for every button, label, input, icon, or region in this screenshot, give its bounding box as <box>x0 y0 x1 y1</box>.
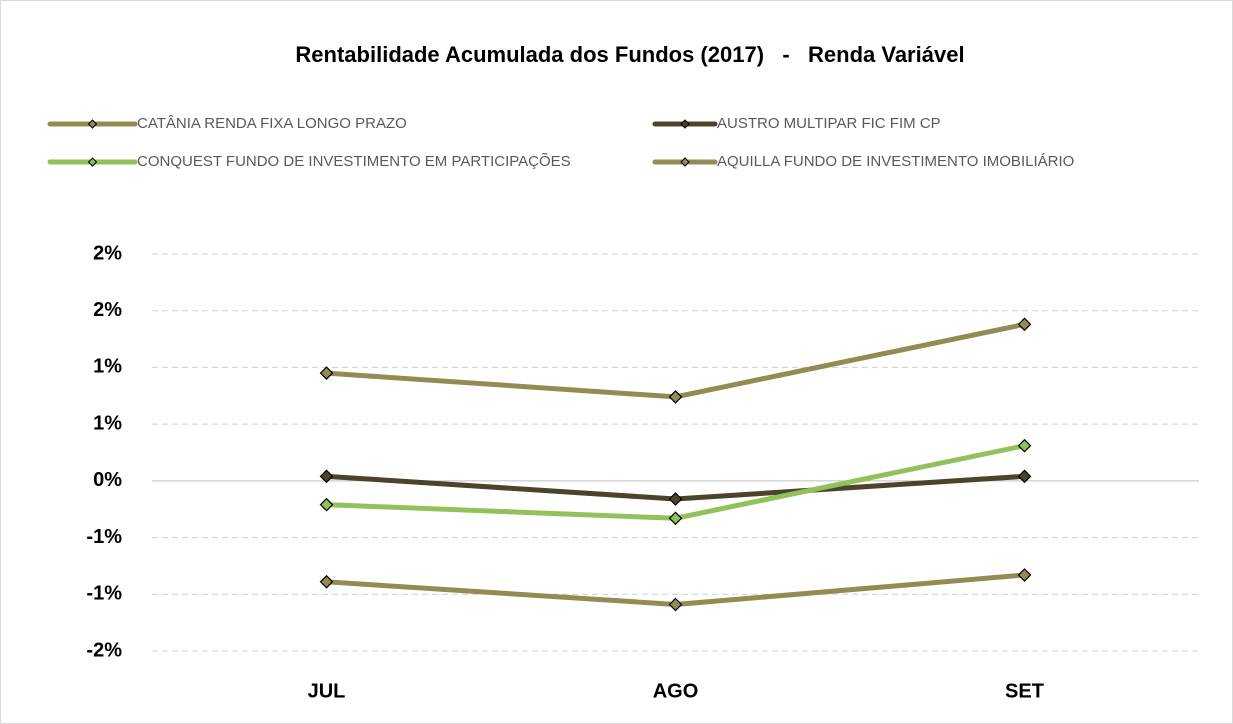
data-point <box>668 390 683 404</box>
y-tick-label: -2% <box>86 639 122 661</box>
data-point <box>1017 317 1032 332</box>
data-point <box>319 497 334 512</box>
y-tick-label: 0% <box>93 469 122 491</box>
data-point <box>319 469 334 484</box>
data-point <box>1017 469 1032 484</box>
legend-label: AQUILLA FUNDO DE INVESTIMENTO IMOBILIÁRI… <box>717 153 1074 170</box>
data-point <box>1017 438 1032 453</box>
data-point <box>319 574 334 589</box>
legend-label: CONQUEST FUNDO DE INVESTIMENTO EM PARTIC… <box>137 153 571 170</box>
data-point <box>668 492 683 506</box>
data-point <box>668 597 683 612</box>
legend-marker <box>680 157 690 167</box>
legend-label: CATÂNIA RENDA FIXA LONGO PRAZO <box>137 115 407 132</box>
chart-title: Rentabilidade Acumulada dos Fundos (2017… <box>295 42 964 67</box>
y-tick-label: -1% <box>86 583 122 605</box>
legend-marker <box>87 119 98 129</box>
data-point <box>319 366 334 380</box>
x-tick-label: AGO <box>653 680 699 702</box>
legend-marker <box>87 157 98 167</box>
y-tick-label: -1% <box>86 526 122 548</box>
x-tick-label: SET <box>1005 680 1044 702</box>
y-tick-label: 2% <box>93 242 122 264</box>
x-tick-label: JUL <box>308 680 346 702</box>
y-tick-label: 2% <box>93 299 122 321</box>
y-tick-label: 1% <box>93 412 122 434</box>
data-point <box>1017 568 1032 582</box>
legend-marker <box>680 119 690 129</box>
legend-label: AUSTRO MULTIPAR FIC FIM CP <box>717 115 941 132</box>
data-point <box>668 511 683 526</box>
y-tick-label: 1% <box>93 356 122 378</box>
